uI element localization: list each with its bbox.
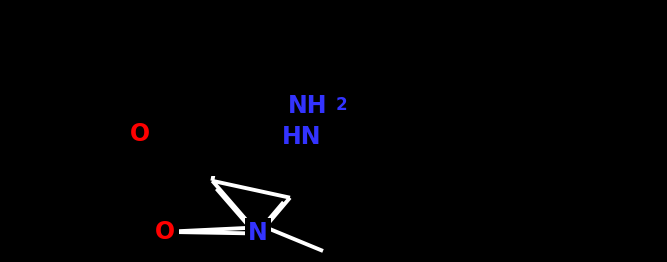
Text: NH: NH [287,94,327,118]
Text: O: O [155,220,175,244]
Text: N: N [248,221,268,245]
Text: O: O [130,122,151,145]
Text: HN: HN [281,125,321,149]
Text: 2: 2 [335,96,347,114]
